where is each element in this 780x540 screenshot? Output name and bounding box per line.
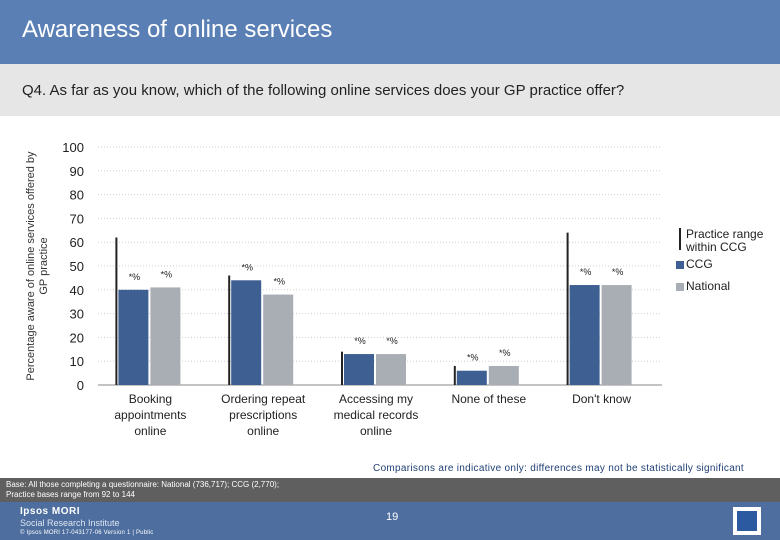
chart-svg: 0 10 20 30 40 50 60 70 80 90 100 *% *% *% *% *% *% *% *% *%…: [62, 140, 662, 393]
y-tick-label: 10: [70, 354, 84, 369]
x-tick-label-line: online: [134, 424, 167, 438]
x-tick-label: Accessing my medical records online: [321, 391, 431, 439]
base-note: Base: All those completing a questionnai…: [6, 480, 279, 500]
y-tick-label: 70: [70, 211, 84, 226]
x-tick-label-line: Ordering repeat: [221, 392, 306, 406]
bar-data-label: *%: [129, 272, 141, 282]
bar-national: [601, 285, 632, 385]
bar-data-label: *%: [499, 348, 511, 358]
x-tick-label-line: online: [247, 424, 280, 438]
comparison-note: Comparisons are indicative only: differe…: [373, 463, 744, 474]
bar-data-label: *%: [580, 267, 592, 277]
x-tick-label-line: online: [359, 424, 393, 438]
x-tick-label-line: None of these: [451, 392, 527, 406]
logo-subtitle: Social Research Institute: [20, 518, 120, 528]
title-band: [0, 0, 780, 64]
bar-national: [488, 365, 519, 385]
bar-data-label: *%: [241, 262, 253, 272]
bar-data-label: *%: [161, 269, 173, 279]
x-tick-label: Booking appointments online: [95, 391, 205, 439]
bar-data-label: *%: [273, 277, 285, 287]
bar-ccg: [569, 285, 600, 385]
y-tick-label: 0: [77, 378, 84, 393]
y-tick-label: 40: [70, 283, 84, 298]
footer-band: [0, 502, 780, 540]
y-tick-label: 60: [70, 235, 84, 250]
x-tick-label: Don't know: [547, 391, 657, 407]
x-tick-label-line: medical records: [333, 408, 419, 422]
x-tick-label-line: prescriptions: [229, 408, 298, 422]
x-tick-label-line: Booking: [128, 392, 173, 406]
ipsos-corner-logo-icon: [733, 507, 761, 535]
bar-ccg: [118, 289, 149, 385]
base-note-line2: Practice bases range from 92 to 144: [6, 490, 135, 499]
slide-title: Awareness of online services: [22, 16, 333, 43]
bar-national: [150, 287, 181, 385]
legend-label-national: National: [686, 279, 731, 293]
y-tick-label: 90: [70, 164, 84, 179]
bar-national: [263, 294, 294, 385]
bar-data-label: *%: [467, 353, 479, 363]
bar-data-label: *%: [354, 336, 366, 346]
bar-ccg: [344, 354, 374, 385]
x-tick-label-line: appointments: [114, 408, 187, 422]
legend-range-label: Practice range within CCG: [686, 227, 764, 254]
y-tick-label: 50: [70, 259, 84, 274]
y-tick-label: 20: [70, 330, 84, 345]
legend-swatch-ccg: [676, 261, 684, 269]
legend-swatch-national: [676, 283, 684, 291]
page-number: 19: [386, 511, 399, 523]
base-note-line1: Base: All those completing a questionnai…: [6, 480, 280, 489]
legend-label-ccg: CCG: [686, 257, 713, 271]
question-text: Q4. As far as you know, which of the fol…: [22, 82, 625, 99]
legend-range-marker: [679, 228, 681, 250]
x-tick-label-line: Accessing my: [338, 392, 414, 406]
y-tick-label: 30: [70, 307, 84, 322]
bar-data-label: *%: [386, 336, 398, 346]
bar-national: [376, 354, 406, 385]
question-band: [0, 64, 780, 116]
y-tick-label: 100: [62, 140, 84, 155]
ipsos-mori-logo: Ipsos MORI: [20, 506, 81, 517]
bar-ccg: [231, 280, 262, 385]
x-tick-label-line: Don't know: [572, 392, 632, 406]
base-band: [0, 478, 780, 502]
copyright-footnote: © Ipsos MORI 17-043177-06 Version 1 | Pu…: [20, 530, 154, 536]
bar-ccg: [456, 370, 487, 385]
x-tick-label: None of these: [434, 391, 544, 407]
y-tick-label: 80: [70, 188, 84, 203]
x-tick-label: Ordering repeat prescriptions online: [208, 391, 318, 439]
bar-data-label: *%: [612, 267, 624, 277]
